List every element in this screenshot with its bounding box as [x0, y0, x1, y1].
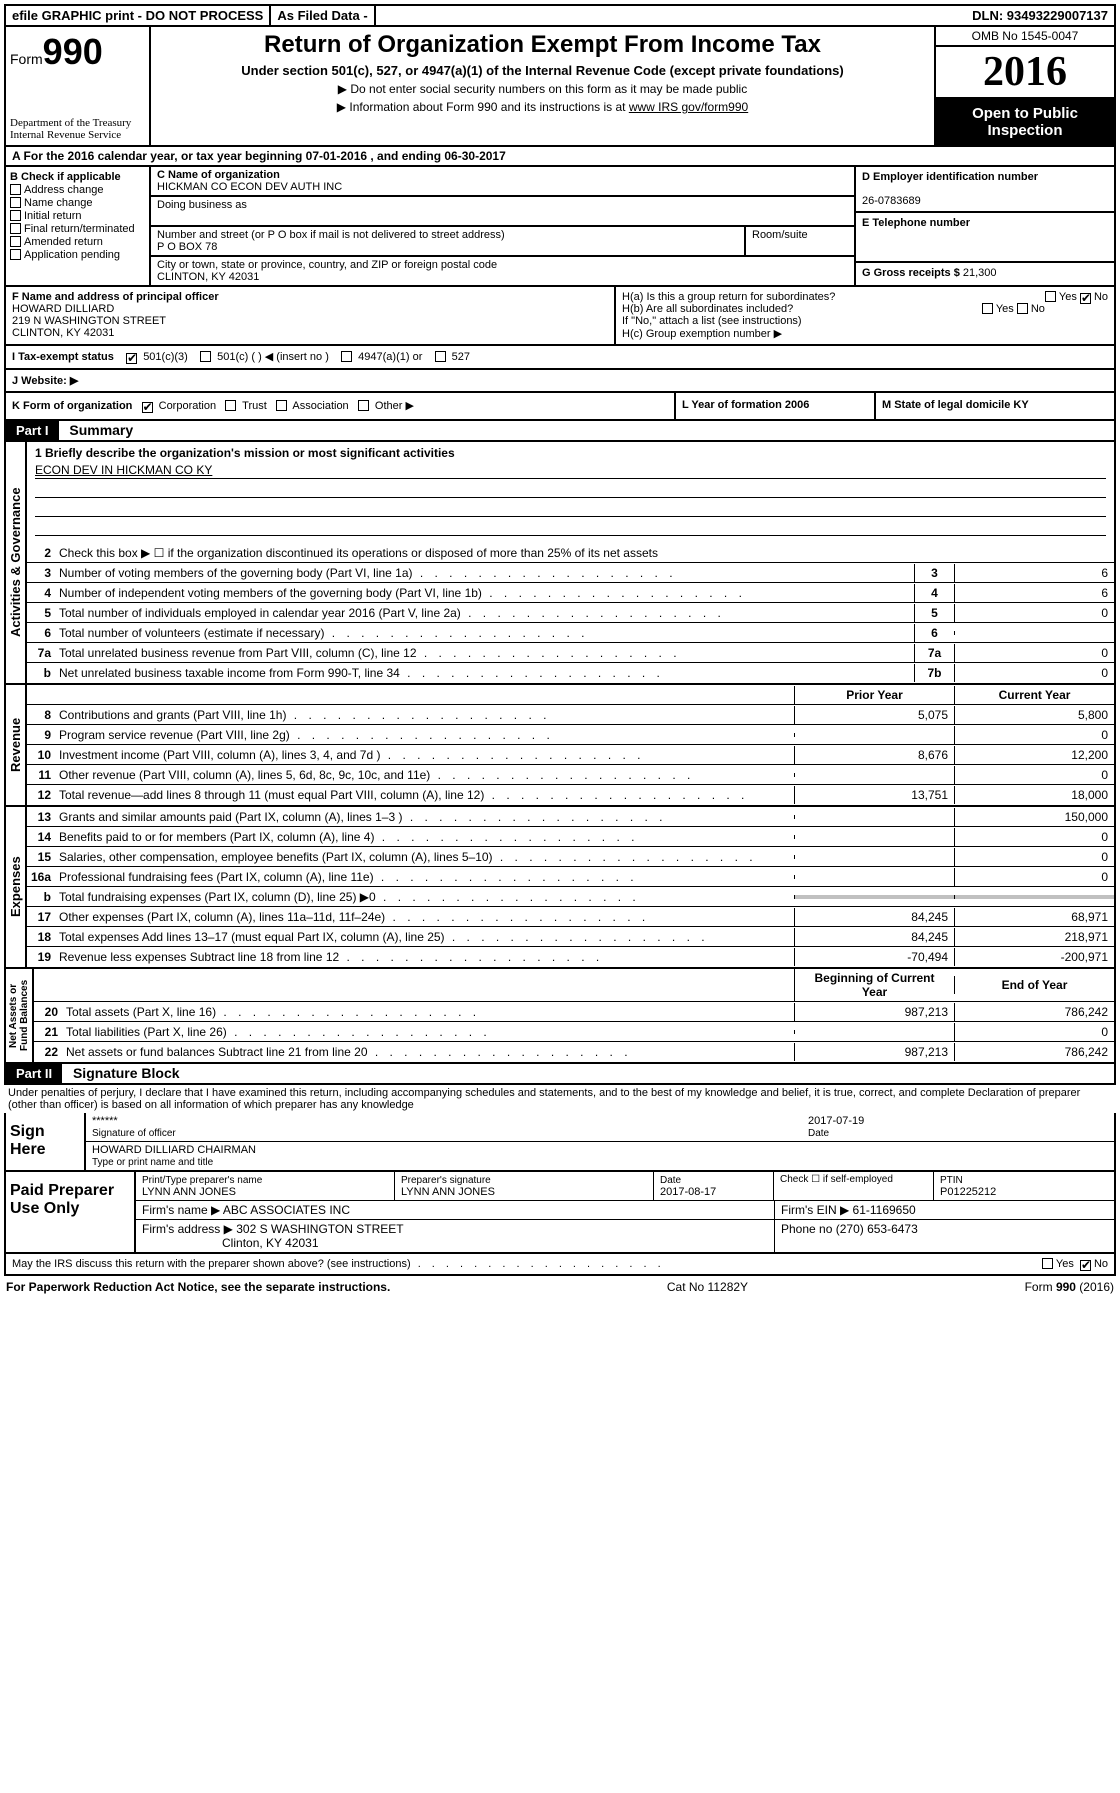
- line-19: 19Revenue less expenses Subtract line 18…: [27, 947, 1114, 967]
- irs-link[interactable]: www IRS gov/form990: [629, 100, 748, 114]
- line-10: 10Investment income (Part VIII, column (…: [27, 745, 1114, 765]
- revenue-section: Revenue Prior Year Current Year 8Contrib…: [4, 685, 1116, 807]
- line-22: 22Net assets or fund balances Subtract l…: [34, 1042, 1114, 1062]
- page-footer: For Paperwork Reduction Act Notice, see …: [4, 1276, 1116, 1298]
- dln-label: DLN: 93493229007137: [966, 6, 1114, 25]
- vlabel-revenue: Revenue: [6, 685, 27, 805]
- line-17: 17Other expenses (Part IX, column (A), l…: [27, 907, 1114, 927]
- tax-year: 2016: [936, 47, 1114, 99]
- box-h: H(a) Is this a group return for subordin…: [614, 287, 1114, 344]
- box-k-l-m: K Form of organization Corporation Trust…: [4, 393, 1116, 421]
- line-15: 15Salaries, other compensation, employee…: [27, 847, 1114, 867]
- paid-preparer-label: Paid Preparer Use Only: [6, 1172, 136, 1252]
- efile-label: efile GRAPHIC print - DO NOT PROCESS: [6, 6, 271, 25]
- vlabel-governance: Activities & Governance: [6, 442, 27, 683]
- form-number: Form990: [10, 31, 145, 73]
- form-subtitle: Under section 501(c), 527, or 4947(a)(1)…: [159, 63, 926, 78]
- vlabel-expenses: Expenses: [6, 807, 27, 967]
- line-3: 3Number of voting members of the governi…: [27, 563, 1114, 583]
- form-title: Return of Organization Exempt From Incom…: [159, 31, 926, 59]
- box-d: D Employer identification number 26-0783…: [856, 167, 1114, 213]
- perjury-declaration: Under penalties of perjury, I declare th…: [4, 1085, 1116, 1113]
- line-7a: 7aTotal unrelated business revenue from …: [27, 643, 1114, 663]
- line-14: 14Benefits paid to or for members (Part …: [27, 827, 1114, 847]
- line-20: 20Total assets (Part X, line 16)987,2137…: [34, 1002, 1114, 1022]
- omb-number: OMB No 1545-0047: [936, 27, 1114, 47]
- open-to-public: Open to Public Inspection: [936, 99, 1114, 145]
- line-12: 12Total revenue—add lines 8 through 11 (…: [27, 785, 1114, 805]
- line-b: bTotal fundraising expenses (Part IX, co…: [27, 887, 1114, 907]
- note-2: ▶ Information about Form 990 and its ins…: [159, 100, 926, 114]
- box-f-h: F Name and address of principal officer …: [4, 287, 1116, 346]
- line-21: 21Total liabilities (Part X, line 26)0: [34, 1022, 1114, 1042]
- discuss-row: May the IRS discuss this return with the…: [4, 1254, 1116, 1276]
- box-i: I Tax-exempt status 501(c)(3) 501(c) ( )…: [4, 346, 1116, 370]
- line-11: 11Other revenue (Part VIII, column (A), …: [27, 765, 1114, 785]
- expenses-section: Expenses 13Grants and similar amounts pa…: [4, 807, 1116, 969]
- box-e: E Telephone number: [856, 213, 1114, 263]
- paid-preparer-section: Paid Preparer Use Only Print/Type prepar…: [4, 1172, 1116, 1254]
- activities-governance: Activities & Governance 1 Briefly descri…: [4, 442, 1116, 685]
- line-5: 5Total number of individuals employed in…: [27, 603, 1114, 623]
- form-header: Form990 Department of the Treasury Inter…: [4, 27, 1116, 147]
- net-assets-section: Net Assets orFund Balances Beginning of …: [4, 969, 1116, 1064]
- box-f: F Name and address of principal officer …: [6, 287, 614, 344]
- box-l: L Year of formation 2006: [674, 393, 874, 419]
- box-d-e-g: D Employer identification number 26-0783…: [854, 167, 1114, 285]
- as-filed-label: As Filed Data -: [271, 6, 375, 25]
- top-bar: efile GRAPHIC print - DO NOT PROCESS As …: [4, 4, 1116, 27]
- box-b: B Check if applicable Address change Nam…: [6, 167, 151, 285]
- vlabel-netassets: Net Assets orFund Balances: [6, 969, 34, 1062]
- line-4: 4Number of independent voting members of…: [27, 583, 1114, 603]
- box-c: C Name of organization HICKMAN CO ECON D…: [151, 167, 854, 285]
- department-label: Department of the Treasury Internal Reve…: [10, 117, 145, 141]
- line-6: 6Total number of volunteers (estimate if…: [27, 623, 1114, 643]
- box-m: M State of legal domicile KY: [874, 393, 1114, 419]
- line-b: bNet unrelated business taxable income f…: [27, 663, 1114, 683]
- line-9: 9Program service revenue (Part VIII, lin…: [27, 725, 1114, 745]
- box-j: J Website: ▶: [4, 370, 1116, 393]
- part-2-header: Part II Signature Block: [4, 1064, 1116, 1085]
- line-13: 13Grants and similar amounts paid (Part …: [27, 807, 1114, 827]
- line-16a: 16aProfessional fundraising fees (Part I…: [27, 867, 1114, 887]
- part-1-header: Part I Summary: [4, 421, 1116, 442]
- box-g: G Gross receipts $ 21,300: [856, 263, 1114, 283]
- line-8: 8Contributions and grants (Part VIII, li…: [27, 705, 1114, 725]
- line-18: 18Total expenses Add lines 13–17 (must e…: [27, 927, 1114, 947]
- section-b-to-g: B Check if applicable Address change Nam…: [4, 167, 1116, 287]
- sign-here-section: Sign Here ****** Signature of officer 20…: [4, 1113, 1116, 1172]
- note-1: ▶ Do not enter social security numbers o…: [159, 82, 926, 96]
- sign-here-label: Sign Here: [6, 1113, 86, 1170]
- row-a-tax-year: A For the 2016 calendar year, or tax yea…: [4, 147, 1116, 167]
